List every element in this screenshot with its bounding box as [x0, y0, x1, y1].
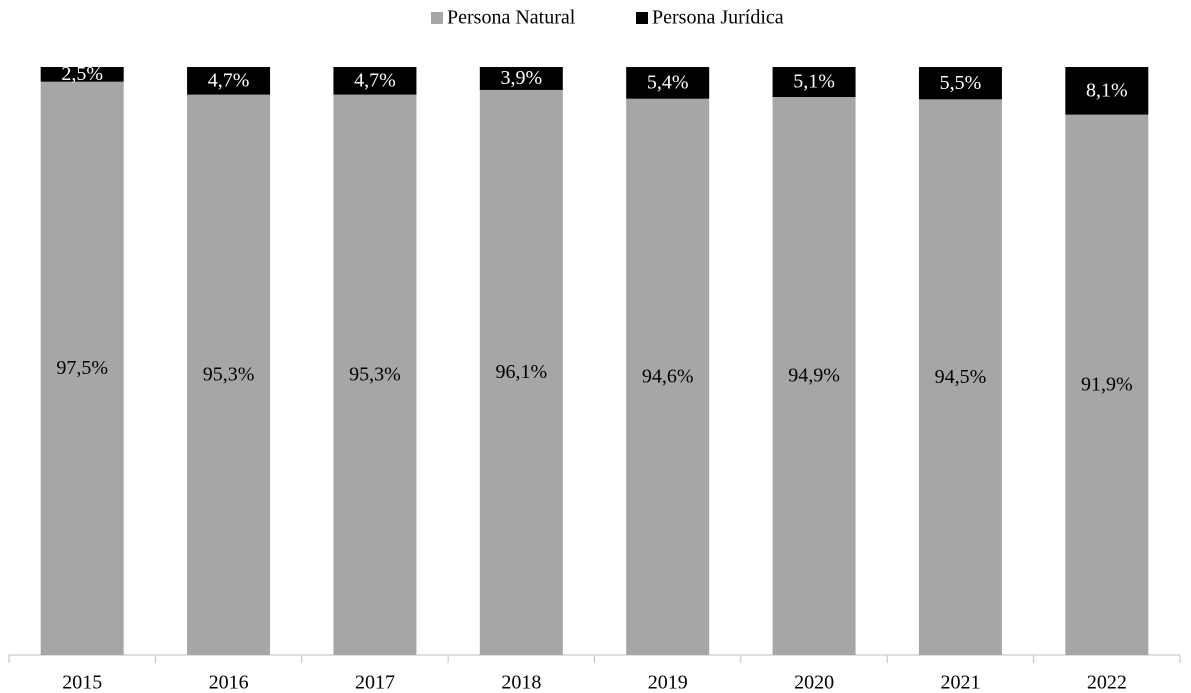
bar-segment	[187, 67, 271, 95]
data-label: 95,3%	[349, 363, 401, 385]
data-label: 5,1%	[793, 71, 835, 93]
legend-label: Persona Natural	[447, 7, 576, 29]
legend-swatch	[636, 12, 648, 24]
data-label: 5,4%	[647, 71, 689, 93]
data-label: 97,5%	[56, 357, 108, 379]
bar-segment	[626, 67, 710, 99]
bar-segment	[1065, 67, 1149, 115]
data-label: 91,9%	[1081, 373, 1133, 395]
legend-swatch	[431, 12, 443, 24]
legend: Persona Natural Persona Jurídica	[431, 7, 784, 29]
data-label: 94,5%	[935, 366, 987, 388]
bar-segment	[1065, 114, 1149, 656]
x-tick-label: 2021	[940, 672, 980, 693]
data-label: 94,9%	[788, 365, 840, 387]
legend-label: Persona Jurídica	[652, 7, 784, 29]
bar-segment	[187, 94, 271, 656]
data-label: 8,1%	[1086, 79, 1128, 101]
data-label: 5,5%	[940, 72, 982, 94]
bar-segment	[40, 67, 124, 82]
x-tick-label: 2018	[501, 672, 541, 693]
data-label: 94,6%	[642, 365, 694, 387]
x-tick-label: 2022	[1087, 672, 1127, 693]
bar-segment	[626, 98, 710, 655]
x-tick-label: 2015	[62, 672, 102, 693]
bar-segment	[918, 67, 1002, 100]
x-tick-label: 2019	[648, 672, 688, 693]
bar-segment	[479, 67, 563, 90]
bar-segment	[772, 67, 856, 97]
x-tick-label: 2017	[355, 672, 395, 693]
data-label: 95,3%	[203, 363, 255, 385]
bar-segment	[40, 81, 124, 655]
data-label: 3,9%	[500, 67, 542, 89]
x-tick-label: 2016	[209, 672, 249, 693]
data-label: 96,1%	[495, 361, 547, 383]
bar-segment	[918, 99, 1002, 656]
data-label: 4,7%	[354, 69, 396, 91]
data-label: 2,5%	[61, 63, 103, 85]
x-tick-label: 2020	[794, 672, 834, 693]
bar-segment	[479, 89, 563, 655]
bar-segment	[333, 67, 417, 95]
data-label: 4,7%	[208, 69, 250, 91]
bar-segment	[772, 96, 856, 656]
bar-segment	[333, 94, 417, 656]
